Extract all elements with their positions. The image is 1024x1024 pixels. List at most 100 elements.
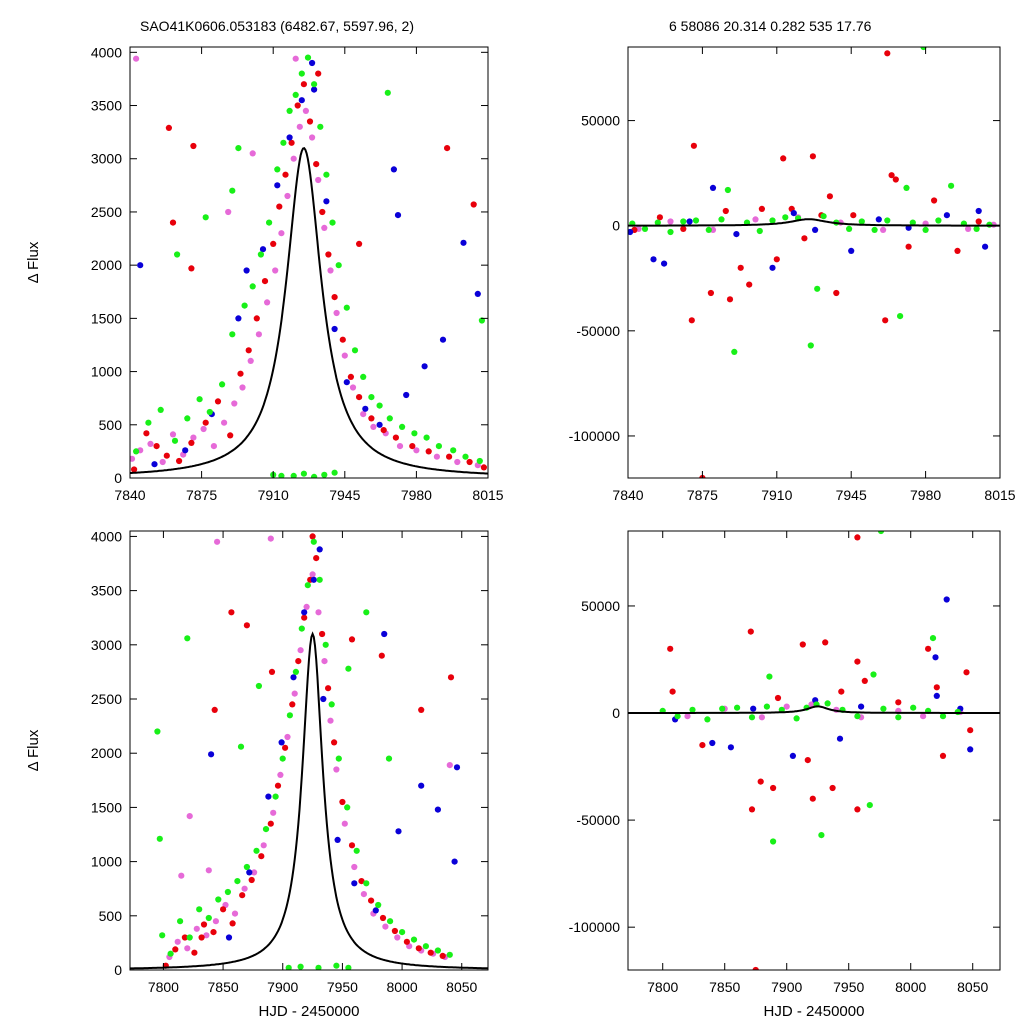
- data-point-blue: [182, 447, 189, 454]
- data-point-red: [289, 701, 296, 708]
- data-point-red: [829, 784, 836, 792]
- scatter-points: [154, 533, 461, 970]
- data-point-green: [641, 225, 649, 232]
- data-point-pink: [272, 267, 279, 274]
- data-point-red: [190, 142, 197, 150]
- data-point-red: [228, 609, 235, 616]
- data-point-red: [258, 853, 265, 860]
- data-point-blue: [278, 739, 285, 746]
- data-point-red: [274, 782, 282, 789]
- data-point-blue: [331, 325, 338, 333]
- data-point-green: [476, 457, 483, 465]
- data-point-pink: [212, 918, 219, 925]
- data-point-red: [243, 622, 250, 629]
- data-point-pink: [251, 869, 258, 876]
- data-point-green: [345, 665, 352, 672]
- data-point-red: [181, 934, 188, 941]
- x-tick-label: 8000: [895, 979, 926, 995]
- data-point-green: [871, 226, 878, 233]
- data-point-green: [434, 947, 441, 954]
- data-point-red: [854, 534, 861, 541]
- y-tick-label: 4000: [91, 528, 122, 544]
- data-point-pink: [284, 733, 291, 741]
- data-point-pink: [231, 400, 238, 407]
- data-point-red: [153, 443, 160, 450]
- data-point-green: [680, 218, 687, 225]
- data-point-green: [929, 635, 937, 642]
- x-tick-label: 7950: [327, 979, 358, 995]
- data-point-red: [261, 278, 269, 285]
- data-point-pink: [341, 820, 348, 827]
- y-axis-title: Δ Flux: [25, 729, 42, 771]
- data-point-blue: [265, 793, 272, 800]
- data-point-blue: [661, 260, 668, 267]
- y-tick-label: 0: [114, 470, 122, 486]
- data-point-pink: [291, 690, 298, 697]
- data-point-pink: [752, 216, 759, 223]
- data-point-blue: [381, 630, 388, 638]
- data-point-red: [331, 294, 338, 301]
- data-point-red: [356, 394, 363, 401]
- data-point-red: [446, 453, 453, 460]
- data-point-green: [156, 835, 163, 842]
- data-point-red: [967, 727, 974, 734]
- data-point-green: [818, 832, 825, 839]
- x-axis-title: HJD - 2450000: [764, 1003, 865, 1020]
- data-point-green: [196, 906, 203, 913]
- data-point-green: [814, 285, 821, 292]
- data-point-pink: [360, 411, 367, 418]
- x-tick-label: 8015: [472, 487, 503, 503]
- data-point-blue: [246, 869, 253, 876]
- data-point-green: [249, 283, 256, 290]
- y-tick-label: 2000: [91, 745, 122, 761]
- data-point-green: [335, 262, 342, 269]
- data-point-red: [348, 842, 356, 849]
- data-point-blue: [943, 212, 951, 219]
- data-point-blue: [394, 212, 402, 219]
- y-tick-label: 1500: [91, 799, 122, 815]
- data-point-pink: [965, 225, 972, 232]
- data-point-green: [328, 701, 335, 708]
- y-tick-label: -100000: [569, 919, 621, 935]
- data-point-green: [724, 186, 732, 194]
- data-point-red: [325, 685, 332, 692]
- x-tick-label: 7980: [401, 487, 432, 503]
- y-tick-label: 3000: [91, 637, 122, 653]
- data-point-pink: [880, 226, 887, 233]
- data-point-green: [167, 950, 174, 957]
- data-point-pink: [327, 717, 334, 724]
- data-point-green: [399, 423, 406, 430]
- data-point-red: [267, 820, 274, 827]
- data-point-blue: [474, 290, 481, 297]
- data-point-pink: [200, 425, 207, 433]
- data-point-green: [196, 396, 203, 403]
- data-point-pink: [267, 535, 274, 542]
- x-tick-label: 7900: [771, 979, 802, 995]
- fit-curve: [628, 705, 1000, 714]
- data-point-blue: [858, 703, 865, 710]
- data-point-red: [229, 920, 236, 927]
- plot-frame: [129, 530, 489, 971]
- x-tick-label: 7980: [910, 487, 941, 503]
- data-point-green: [157, 406, 164, 413]
- y-tick-label: 0: [612, 218, 620, 234]
- data-point-red: [268, 668, 276, 676]
- data-point-red: [425, 448, 432, 455]
- data-point-red: [892, 176, 899, 183]
- data-point-green: [177, 918, 184, 925]
- data-point-pink: [221, 419, 228, 426]
- x-tick-label: 7850: [208, 979, 239, 995]
- data-point-red: [963, 669, 970, 676]
- data-point-green: [300, 470, 307, 477]
- data-point-green: [311, 473, 318, 478]
- data-point-red: [770, 784, 777, 792]
- data-point-green: [298, 625, 305, 632]
- data-point-green: [292, 91, 299, 98]
- data-point-red: [368, 415, 375, 422]
- data-point-pink: [284, 192, 291, 200]
- data-point-green: [410, 936, 418, 943]
- data-point-red: [211, 706, 218, 714]
- data-point-pink: [190, 434, 197, 441]
- data-point-pink: [186, 813, 193, 820]
- data-point-green: [279, 755, 286, 762]
